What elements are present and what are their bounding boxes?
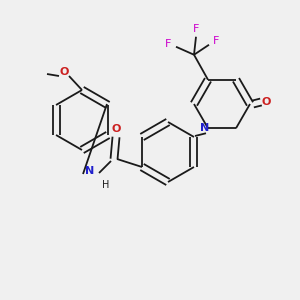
Text: O: O (261, 97, 271, 107)
Text: F: F (165, 39, 171, 49)
Text: F: F (193, 24, 199, 34)
Text: F: F (213, 36, 219, 46)
Text: N: N (85, 166, 94, 176)
Text: O: O (59, 67, 69, 77)
Text: N: N (200, 123, 210, 133)
Text: O: O (111, 124, 121, 134)
Text: H: H (102, 180, 110, 190)
